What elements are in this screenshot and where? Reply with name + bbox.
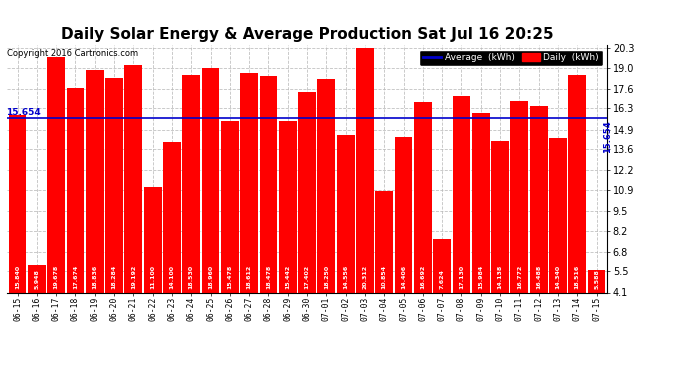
Bar (317, 79, 335, 354)
Text: 17.130: 17.130 (459, 266, 464, 290)
Text: 7.624: 7.624 (440, 270, 444, 290)
Bar (511, 101, 529, 354)
Text: 19.192: 19.192 (131, 265, 136, 290)
Bar (298, 92, 316, 354)
Bar (201, 68, 219, 354)
Bar (182, 75, 200, 354)
Bar (375, 190, 393, 354)
Text: 16.772: 16.772 (517, 265, 522, 290)
Bar (356, 48, 374, 354)
Text: 15.442: 15.442 (285, 265, 290, 290)
Bar (144, 187, 161, 354)
Text: 15.654: 15.654 (6, 108, 41, 117)
Text: 17.674: 17.674 (73, 265, 78, 290)
Bar (433, 239, 451, 354)
Text: 14.138: 14.138 (497, 265, 502, 290)
Text: 5.948: 5.948 (34, 270, 39, 290)
Text: 15.984: 15.984 (478, 265, 483, 290)
Text: 19.678: 19.678 (54, 265, 59, 290)
Text: 5.588: 5.588 (594, 270, 599, 290)
Bar (453, 96, 471, 354)
Bar (530, 105, 548, 354)
Text: 18.478: 18.478 (266, 265, 271, 290)
Bar (491, 141, 509, 354)
Bar (549, 138, 567, 354)
Text: 18.530: 18.530 (189, 266, 194, 290)
Bar (47, 57, 65, 354)
Bar (395, 137, 413, 354)
Bar (28, 265, 46, 354)
Legend: Average  (kWh), Daily  (kWh): Average (kWh), Daily (kWh) (420, 50, 602, 66)
Text: 17.402: 17.402 (304, 266, 310, 290)
Text: 10.854: 10.854 (382, 266, 387, 290)
Text: 15.654: 15.654 (602, 120, 612, 153)
Bar (163, 142, 181, 354)
Bar (569, 75, 586, 354)
Bar (588, 270, 605, 354)
Text: 16.488: 16.488 (536, 265, 541, 290)
Text: 15.840: 15.840 (15, 266, 20, 290)
Bar (124, 65, 142, 354)
Title: Daily Solar Energy & Average Production Sat Jul 16 20:25: Daily Solar Energy & Average Production … (61, 27, 553, 42)
Bar (66, 88, 84, 354)
Text: 20.312: 20.312 (362, 266, 368, 290)
Bar (86, 70, 104, 354)
Text: 16.692: 16.692 (420, 265, 425, 290)
Bar (337, 135, 355, 354)
Text: 18.250: 18.250 (324, 266, 329, 290)
Bar (221, 121, 239, 354)
Bar (472, 113, 490, 354)
Text: 14.340: 14.340 (555, 266, 560, 290)
Text: 15.478: 15.478 (227, 265, 233, 290)
Text: 18.516: 18.516 (575, 265, 580, 290)
Bar (9, 116, 26, 354)
Bar (279, 122, 297, 354)
Text: 18.836: 18.836 (92, 265, 97, 290)
Text: Copyright 2016 Cartronics.com: Copyright 2016 Cartronics.com (7, 49, 138, 58)
Text: 18.960: 18.960 (208, 266, 213, 290)
Bar (414, 102, 432, 354)
Bar (240, 74, 258, 354)
Bar (105, 78, 123, 354)
Text: 11.100: 11.100 (150, 266, 155, 290)
Text: 18.612: 18.612 (246, 265, 252, 290)
Text: 14.556: 14.556 (343, 265, 348, 290)
Text: 18.284: 18.284 (112, 265, 117, 290)
Text: 14.100: 14.100 (170, 266, 175, 290)
Text: 14.406: 14.406 (401, 266, 406, 290)
Bar (259, 75, 277, 354)
